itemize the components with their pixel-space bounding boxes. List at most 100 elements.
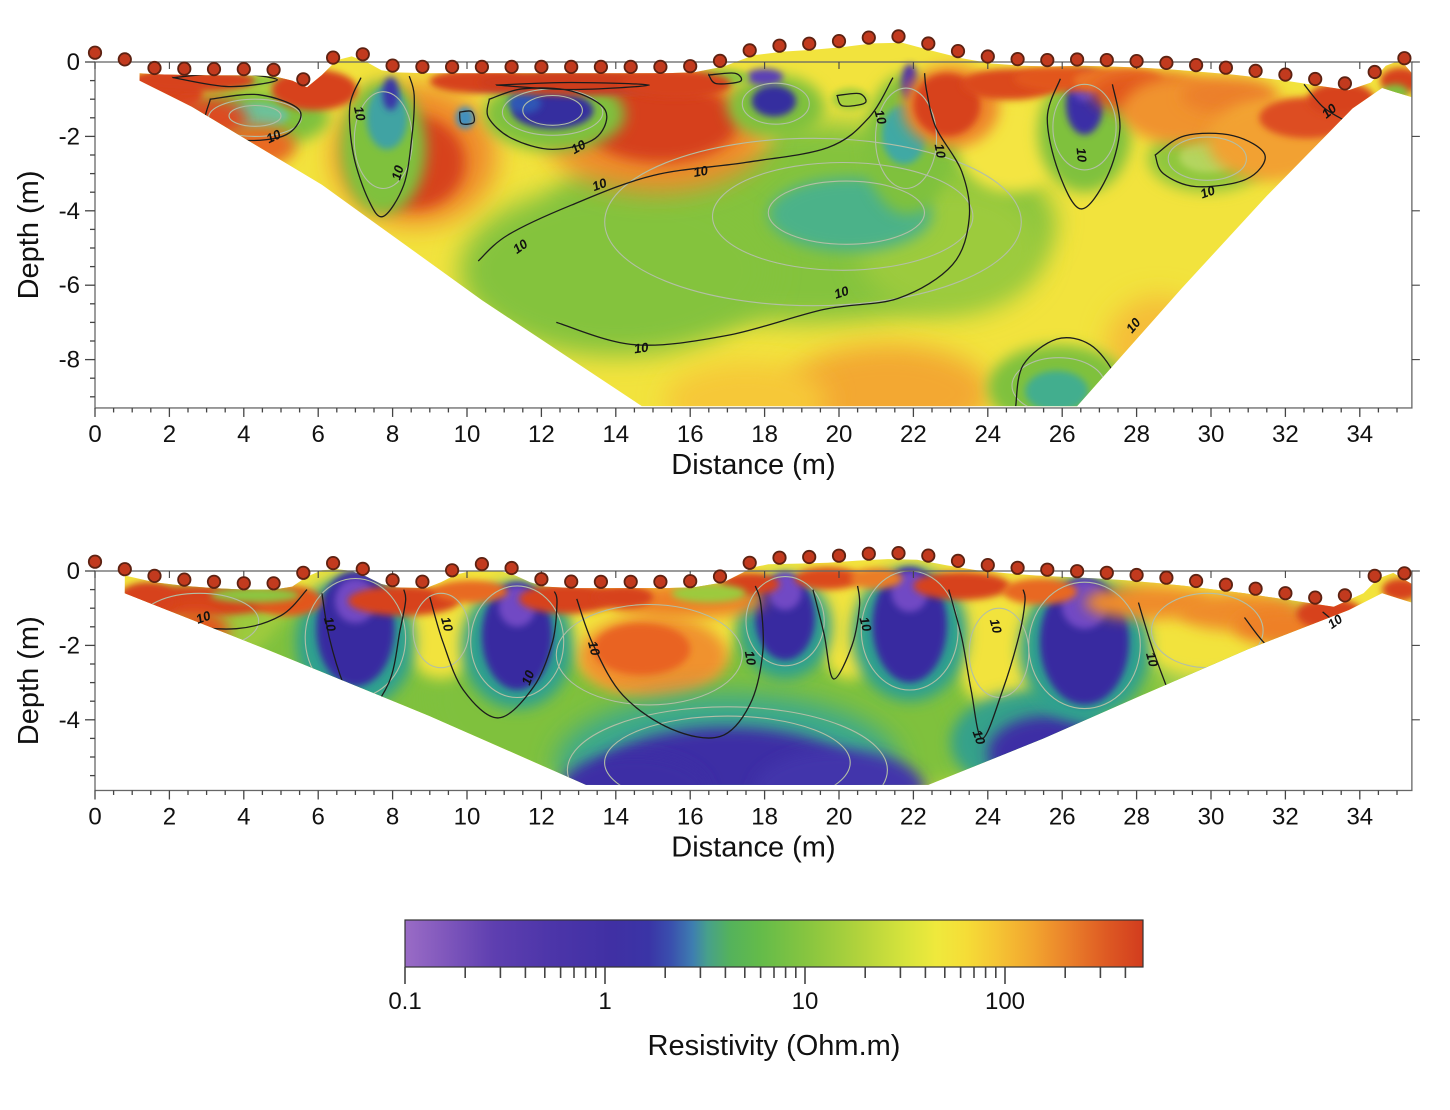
electrode-dot (831, 548, 847, 563)
electrode-markers (87, 545, 1412, 605)
x-tick-label: 18 (751, 421, 778, 448)
x-tick-label: 30 (1198, 421, 1225, 448)
electrode-dot (534, 572, 549, 587)
electrode-dot (1040, 52, 1055, 68)
electrode-dot (802, 36, 817, 51)
x-tick-label: 26 (1049, 803, 1076, 830)
electrode-dot (861, 546, 876, 561)
electrode-dot (593, 59, 609, 75)
x-tick-label: 8 (386, 803, 399, 830)
electrode-dot (325, 555, 341, 571)
electrode-dot (1010, 560, 1025, 575)
x-tick-label: 34 (1346, 803, 1373, 830)
x-tick-label: 6 (312, 803, 325, 830)
y-tick-label: -8 (59, 347, 80, 374)
electrode-dot (206, 61, 222, 77)
x-tick-label: 30 (1198, 803, 1225, 830)
y-tick-label: -4 (59, 198, 80, 225)
electrode-dot (296, 72, 311, 87)
electrode-dot (1099, 52, 1114, 68)
electrode-dot (177, 61, 192, 76)
electrode-dot (355, 561, 370, 577)
contour-label: 10 (518, 668, 537, 687)
electrode-dot (266, 62, 281, 77)
electrode-dot (1248, 581, 1263, 596)
electrode-dot (891, 545, 906, 561)
electrode-dot (861, 30, 876, 45)
x-tick-label: 0 (88, 803, 101, 830)
x-tick-label: 10 (454, 803, 481, 830)
y-tick-label: 0 (67, 558, 80, 585)
x-tick-label: 12 (528, 421, 555, 448)
x-tick-label: 12 (528, 803, 555, 830)
electrode-dot (534, 59, 549, 75)
colorbar: 0.1 1 10 100 Resistivity (Ohm.m) (388, 919, 1144, 1062)
electrode-dot (355, 47, 370, 62)
electrode-dot (147, 60, 162, 76)
colorbar-title: Resistivity (Ohm.m) (648, 1030, 901, 1062)
axes: 0 2 4 6 8 10 12 14 16 18 20 22 24 26 28 30 32 340-2-4-6-8 (59, 49, 1420, 448)
electrode-dot (1367, 568, 1382, 584)
colorbar-gradient (404, 919, 1144, 968)
electrode-dot (236, 576, 251, 591)
x-tick-label: 14 (602, 421, 629, 448)
x-tick-label: 4 (237, 803, 250, 830)
electrode-dot (1010, 51, 1025, 67)
electrode-dot (87, 45, 103, 60)
electrode-dot (415, 59, 430, 74)
electrode-dot (474, 59, 489, 75)
electrode-dot (564, 574, 579, 589)
y-tick-label: -2 (59, 632, 80, 659)
electrode-dot (1248, 63, 1263, 79)
electrode-dot (1099, 565, 1114, 580)
electrode-dot (921, 36, 936, 51)
x-tick-label: 16 (677, 803, 704, 830)
y-tick-label: -6 (59, 272, 80, 299)
electrode-dot (1278, 67, 1293, 82)
electrode-dot (1308, 71, 1323, 87)
electrode-dot (504, 560, 519, 576)
contour-label: 10 (692, 162, 710, 179)
electrode-dot (1129, 53, 1144, 69)
contour-label: 10 (351, 105, 369, 123)
electrode-dot (712, 53, 728, 69)
x-tick-label: 20 (826, 421, 853, 448)
electrode-dot (891, 29, 906, 44)
colorbar-tick-label: 0.1 (388, 988, 421, 1015)
electrode-dot (1129, 567, 1144, 583)
electrode-dot (980, 49, 995, 64)
electrode-dot (177, 572, 192, 587)
x-tick-label: 28 (1123, 803, 1150, 830)
x-axis-title: Distance (m) (671, 831, 835, 863)
x-tick-label: 6 (312, 421, 325, 448)
electrode-dot (415, 574, 430, 589)
electrode-dot (564, 59, 579, 75)
section-field (139, 42, 1412, 407)
electrode-dot (325, 50, 341, 65)
electrode-dot (444, 563, 460, 578)
x-tick-label: 20 (826, 803, 853, 830)
x-tick-label: 2 (163, 803, 176, 830)
electrode-dot (1218, 577, 1234, 592)
x-tick-label: 0 (88, 421, 101, 448)
electrode-dot (593, 574, 609, 589)
contour-label: 10 (742, 649, 759, 667)
x-tick-label: 4 (237, 421, 250, 448)
electrode-dot (921, 548, 936, 563)
electrode-dot (653, 59, 668, 75)
electrode-dot (653, 574, 668, 589)
colorbar-tick-label: 1 (598, 988, 611, 1015)
electrode-dot (147, 568, 162, 584)
electrode-dot (950, 43, 966, 59)
contour-label: 10 (832, 283, 851, 302)
contour-label: 10 (321, 615, 339, 634)
electrode-dot (623, 59, 638, 75)
electrode-dot (831, 33, 847, 49)
x-tick-label: 10 (454, 421, 481, 448)
electrode-dot (1397, 51, 1412, 66)
x-tick-label: 34 (1346, 421, 1373, 448)
electrode-dot (1337, 76, 1353, 91)
contour-label: 10 (585, 639, 603, 658)
